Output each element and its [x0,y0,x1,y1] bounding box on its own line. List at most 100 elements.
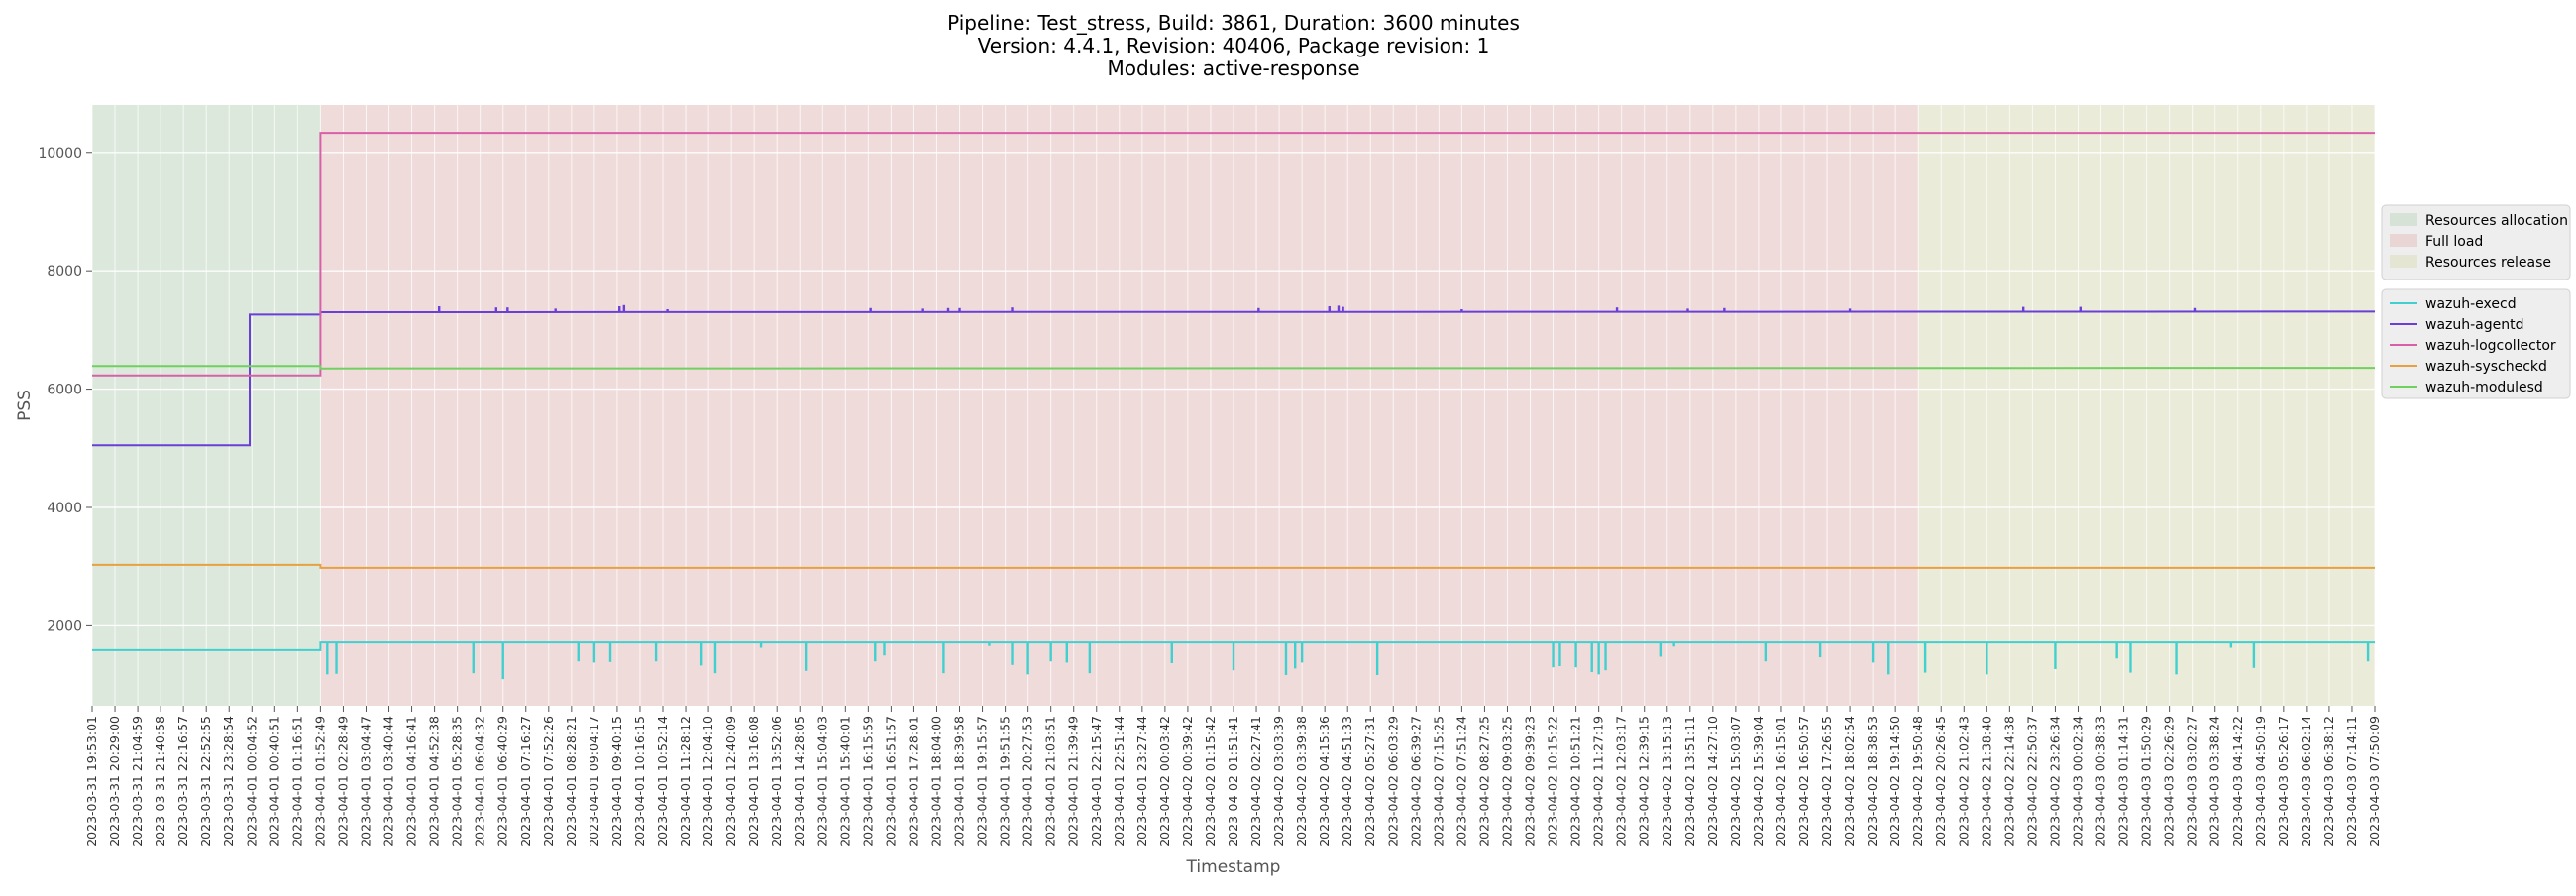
x-tick-label: 2023-04-02 07:15:25 [1431,716,1446,847]
x-tick-label: 2023-04-02 21:02:43 [1956,716,1971,847]
x-tick-label: 2023-03-31 21:40:58 [153,716,167,847]
phase-legend-box [2381,204,2571,280]
x-tick-label: 2023-04-02 14:27:10 [1705,716,1720,847]
x-tick-label: 2023-04-03 06:02:14 [2299,716,2313,847]
x-tick-label: 2023-04-02 09:03:25 [1500,716,1515,847]
x-tick-label: 2023-03-31 22:52:55 [198,716,213,847]
x-tick-label: 2023-04-01 00:04:52 [244,716,259,847]
x-tick-label: 2023-04-01 15:04:03 [814,716,829,847]
x-tick-label: 2023-04-03 05:26:17 [2276,716,2291,847]
x-tick-label: 2023-04-03 00:02:34 [2071,716,2086,847]
x-tick-label: 2023-04-02 08:27:25 [1476,716,1491,847]
x-tick-label: 2023-04-02 21:38:40 [1979,716,1993,847]
series-line-wazuh-logcollector [92,132,2375,377]
x-tick-label: 2023-04-03 00:38:33 [2093,716,2108,847]
y-axis-ticks: 2000 4000 6000 8000 10000 [38,146,92,634]
phase-legend-swatch [2390,255,2417,268]
series-legend-label: wazuh-modulesd [2425,380,2543,395]
series-legend-label: wazuh-agentd [2425,317,2524,333]
x-tick-label: 2023-04-03 03:02:27 [2185,716,2200,847]
x-tick-label: 2023-04-01 02:28:49 [335,716,350,847]
x-tick-label: 2023-04-02 12:03:17 [1614,716,1629,847]
series-line-wazuh-syscheckd [92,563,2375,569]
x-tick-label: 2023-04-03 03:38:24 [2207,716,2222,847]
x-tick-label: 2023-04-02 13:15:13 [1660,716,1674,847]
series-legend-label: wazuh-logcollector [2425,338,2556,354]
x-tick-label: 2023-04-01 23:27:44 [1134,716,1149,847]
x-tick-label: 2023-04-02 18:38:53 [1865,716,1879,847]
grid-lines [91,105,2376,706]
x-tick-label: 2023-04-01 17:28:01 [906,716,920,847]
x-tick-label: 2023-04-01 22:15:47 [1089,716,1104,847]
x-tick-label: 2023-04-01 19:15:57 [975,716,990,847]
legend: Resources allocation Full load Resources r… [2381,204,2571,399]
series-line-wazuh-modulesd [92,365,2376,370]
x-tick-label: 2023-04-02 15:03:07 [1728,716,1743,847]
x-tick-label: 2023-04-02 09:39:23 [1523,716,1538,847]
x-tick-label: 2023-04-03 04:50:19 [2253,716,2268,847]
x-tick-label: 2023-04-01 12:04:10 [700,716,715,847]
x-tick-label: 2023-04-02 07:51:24 [1453,716,1468,847]
chart-title: Pipeline: Test_stress, Build: 3861, Dura… [947,11,1520,80]
x-tick-label: 2023-04-02 18:02:54 [1842,716,1857,847]
x-tick-label: 2023-04-02 19:14:50 [1887,716,1902,847]
x-tick-label: 2023-04-03 07:14:11 [2344,716,2359,847]
phase-legend-label: Resources allocation [2425,213,2568,229]
x-tick-label: 2023-04-02 19:50:48 [1910,716,1925,847]
x-tick-label: 2023-04-01 10:16:15 [632,716,647,847]
series-lines [92,132,2376,680]
x-tick-label: 2023-04-02 17:26:55 [1819,716,1834,847]
x-tick-label: 2023-04-02 04:15:36 [1317,716,1332,847]
x-tick-label: 2023-04-01 15:40:01 [837,716,852,847]
phase-legend-label: Resources release [2425,255,2551,271]
y-tick-label: 8000 [47,264,82,280]
x-tick-label: 2023-04-01 09:40:15 [609,716,624,847]
x-tick-label: 2023-04-02 12:39:15 [1637,716,1652,847]
x-tick-label: 2023-04-01 11:28:12 [678,716,693,847]
x-tick-label: 2023-04-01 06:04:32 [473,716,487,847]
x-tick-label: 2023-04-03 02:26:29 [2162,716,2177,847]
x-tick-label: 2023-04-02 20:26:45 [1933,716,1948,847]
x-tick-label: 2023-04-02 13:51:11 [1682,716,1697,847]
chart-title-line-2: Version: 4.4.1, Revision: 40406, Package… [978,34,1490,57]
x-tick-label: 2023-03-31 23:28:54 [221,716,236,847]
series-line-wazuh-execd [92,641,2375,651]
x-tick-label: 2023-04-01 12:40:09 [723,716,738,847]
x-tick-label: 2023-04-01 18:39:58 [952,716,967,847]
x-tick-label: 2023-03-31 20:29:00 [107,716,122,847]
x-tick-label: 2023-04-01 16:15:59 [860,716,875,847]
x-tick-label: 2023-04-03 06:38:12 [2321,716,2336,847]
x-tick-label: 2023-04-01 05:28:35 [450,716,465,847]
x-tick-label: 2023-04-01 03:40:44 [381,716,396,847]
x-tick-label: 2023-04-02 06:03:29 [1385,716,1400,847]
x-tick-label: 2023-04-02 03:03:39 [1271,716,1286,847]
x-tick-label: 2023-04-01 16:51:57 [883,716,898,847]
x-tick-label: 2023-04-01 01:16:51 [289,716,304,847]
x-tick-label: 2023-04-01 07:16:27 [518,716,533,847]
x-tick-label: 2023-04-01 04:16:41 [404,716,419,847]
y-tick-label: 4000 [47,501,82,516]
x-tick-label: 2023-04-03 07:50:09 [2367,716,2382,847]
x-tick-label: 2023-04-03 04:14:22 [2230,716,2245,847]
x-tick-label: 2023-04-01 21:39:49 [1066,716,1081,847]
x-tick-label: 2023-04-01 22:51:44 [1112,716,1127,847]
x-tick-label: 2023-04-01 06:40:29 [495,716,510,847]
x-tick-label: 2023-04-02 06:39:27 [1408,716,1423,847]
x-tick-label: 2023-04-01 01:52:49 [312,716,327,847]
x-tick-label: 2023-04-02 15:39:04 [1751,716,1766,847]
x-tick-label: 2023-03-31 21:04:59 [130,716,145,847]
x-tick-label: 2023-04-02 01:15:42 [1203,716,1218,847]
x-tick-label: 2023-04-01 18:04:00 [929,716,944,847]
x-axis-label: Timestamp [1186,857,1281,877]
x-tick-label: 2023-04-02 22:50:37 [2024,716,2039,847]
chart-title-line-1: Pipeline: Test_stress, Build: 3861, Dura… [947,11,1520,35]
x-tick-label: 2023-04-01 07:52:26 [541,716,556,847]
x-tick-label: 2023-04-02 16:50:57 [1796,716,1811,847]
x-tick-label: 2023-04-01 09:04:17 [587,716,601,847]
x-tick-label: 2023-04-02 23:26:34 [2047,716,2062,847]
series-legend-box [2381,288,2571,399]
phase-legend-label: Full load [2425,234,2483,250]
x-tick-label: 2023-04-02 00:03:42 [1157,716,1172,847]
x-tick-label: 2023-04-01 08:28:21 [564,716,579,847]
